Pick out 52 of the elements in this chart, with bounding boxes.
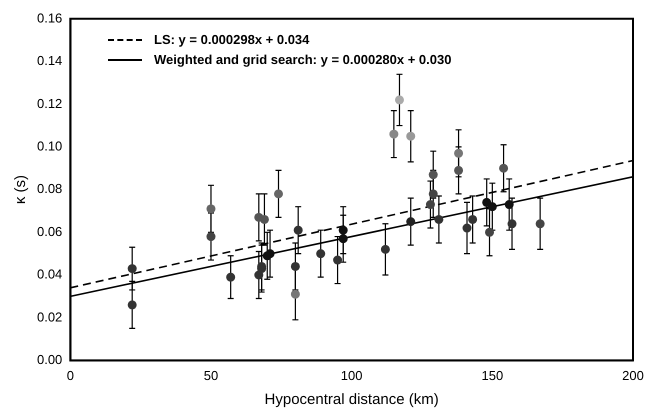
- point: [434, 214, 444, 224]
- x-tick-label: 150: [481, 368, 504, 383]
- point: [488, 202, 497, 212]
- point: [274, 189, 283, 198]
- x-tick-label: 50: [204, 368, 218, 383]
- point: [468, 214, 478, 224]
- y-tick-label: 0.04: [36, 266, 62, 282]
- point: [206, 232, 216, 242]
- point: [380, 244, 390, 254]
- point: [206, 204, 216, 214]
- point: [294, 226, 303, 235]
- point: [426, 200, 435, 210]
- point: [536, 219, 545, 228]
- point: [338, 226, 348, 235]
- point: [406, 132, 416, 141]
- point: [226, 272, 236, 282]
- point: [260, 214, 269, 224]
- point: [454, 148, 464, 158]
- point: [316, 249, 326, 258]
- point: [485, 228, 494, 237]
- point: [389, 130, 398, 139]
- point: [333, 256, 342, 265]
- x-tick-label: 0: [66, 368, 74, 383]
- y-tick-label: 0.12: [36, 96, 62, 111]
- legend-label: Weighted and grid search: y = 0.000280x + 0.030: [154, 51, 452, 69]
- y-tick-label: 0.02: [36, 309, 62, 324]
- point: [508, 219, 517, 228]
- point: [290, 262, 300, 271]
- point: [266, 249, 275, 258]
- point: [128, 264, 137, 274]
- x-tick-label: 200: [622, 368, 644, 383]
- point: [128, 300, 137, 310]
- point: [499, 164, 508, 173]
- point: [454, 166, 464, 175]
- y-tick-label: 0.10: [36, 138, 62, 154]
- point: [462, 224, 472, 233]
- point: [406, 217, 416, 226]
- y-tick-label: 0.00: [36, 352, 62, 367]
- point: [504, 200, 514, 210]
- x-tick-label: 100: [340, 368, 362, 383]
- y-tick-label: 0.08: [36, 181, 62, 196]
- x-axis-title: Hypocentral distance (km): [264, 391, 439, 408]
- point: [338, 234, 348, 244]
- y-axis-title: κ (s): [12, 175, 30, 204]
- point: [394, 95, 404, 104]
- point: [428, 189, 438, 198]
- point: [290, 290, 300, 299]
- y-tick-label: 0.14: [36, 53, 62, 68]
- y-tick-label: 0.06: [36, 224, 62, 239]
- point: [428, 170, 438, 180]
- y-tick-label: 0.16: [36, 10, 62, 26]
- legend-label: LS: y = 0.000298x + 0.034: [154, 31, 310, 49]
